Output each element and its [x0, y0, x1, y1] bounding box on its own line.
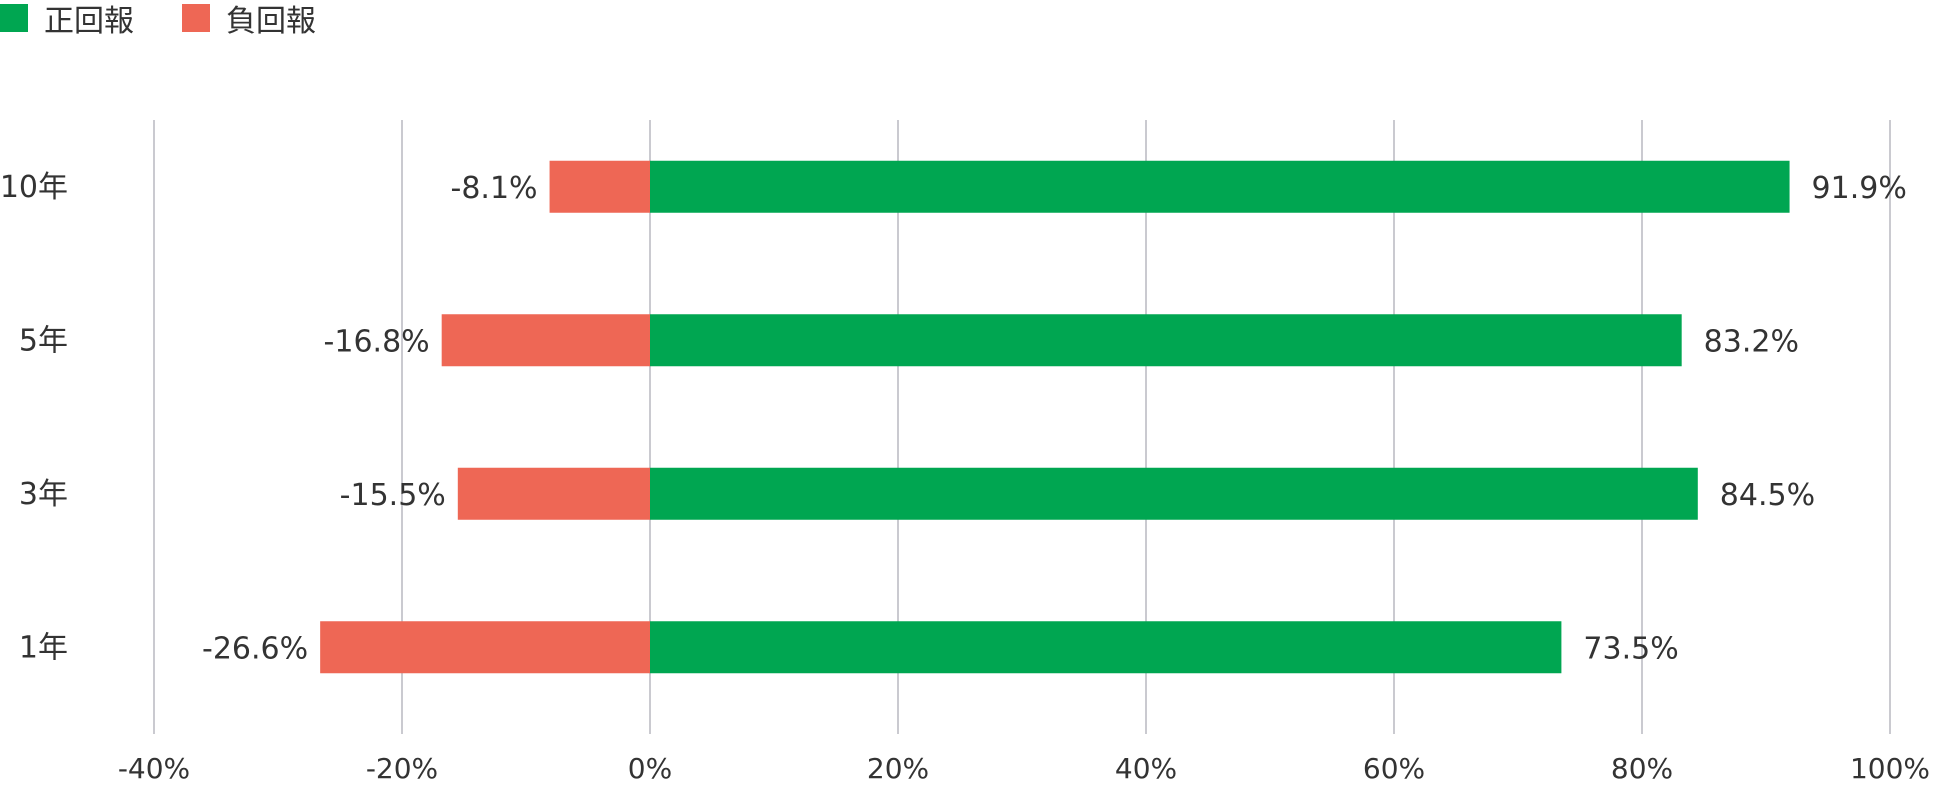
legend: 正回報 負回報 [0, 0, 364, 39]
legend-item-negative: 負回報 [182, 0, 316, 39]
legend-swatch-negative [182, 4, 210, 32]
x-tick-label: 0% [628, 752, 672, 785]
bar-negative [549, 160, 650, 213]
x-tick-label: -20% [366, 752, 438, 785]
category-label: 5年 [19, 323, 68, 358]
data-label-negative: -26.6% [202, 631, 308, 666]
legend-swatch-positive [0, 4, 28, 32]
data-label-positive: 84.5% [1720, 478, 1815, 513]
data-label-positive: 73.5% [1583, 631, 1678, 666]
x-tick-label: 60% [1363, 752, 1425, 785]
data-label-positive: 83.2% [1704, 324, 1799, 359]
bar-positive [650, 621, 1562, 674]
legend-label-positive: 正回報 [44, 4, 134, 39]
data-label-positive: 91.9% [1812, 171, 1907, 206]
category-label: 3年 [19, 477, 68, 512]
legend-label-negative: 負回報 [226, 4, 316, 39]
category-label: 10年 [0, 170, 68, 205]
bar-negative [457, 467, 650, 520]
data-label-negative: -8.1% [451, 171, 538, 206]
data-label-negative: -15.5% [340, 478, 446, 513]
x-tick-label: 40% [1115, 752, 1177, 785]
x-tick-label: 100% [1850, 752, 1930, 785]
category-label: 1年 [19, 630, 68, 665]
data-label-negative: -16.8% [324, 324, 430, 359]
x-tick-label: 20% [867, 752, 929, 785]
x-tick-label: 80% [1611, 752, 1673, 785]
bar-positive [650, 314, 1682, 367]
bar-negative [441, 314, 650, 367]
bar-positive [650, 467, 1698, 520]
x-tick-label: -40% [118, 752, 190, 785]
bar-negative [320, 621, 650, 674]
legend-item-positive: 正回報 [0, 0, 134, 39]
bar-positive [650, 160, 1790, 213]
